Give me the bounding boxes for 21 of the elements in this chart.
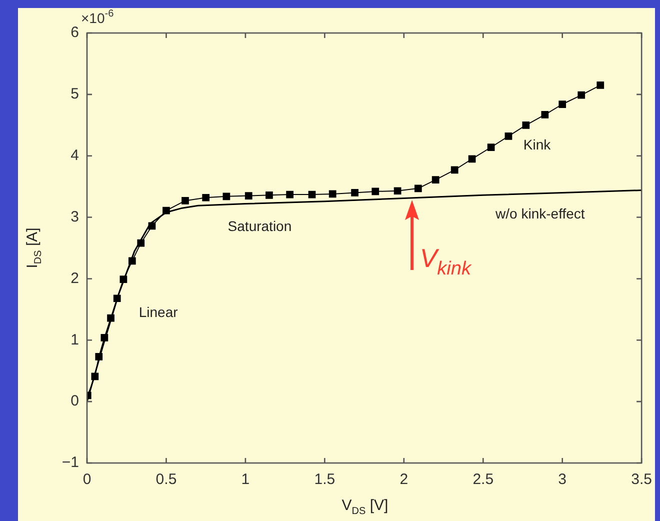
y-tick-label: 5 [70, 86, 79, 103]
y-tick-label: 2 [70, 270, 79, 287]
x-tick-label: 2.5 [472, 471, 494, 488]
y-tick-label: 4 [70, 147, 79, 164]
x-tick-label: 3.5 [631, 471, 652, 488]
x-tick-label: 3 [558, 471, 567, 488]
x-tick-label: 1 [241, 471, 250, 488]
y-tick-label: 0 [70, 392, 79, 410]
x-tick-label: 2 [400, 471, 408, 488]
annotation: w/o kink-effect [494, 206, 585, 222]
y-tick-label: 1 [70, 331, 79, 348]
x-tick-label: 0 [82, 471, 92, 488]
x-tick-label: 1.5 [314, 471, 336, 488]
y-tick-label: 6 [70, 24, 79, 42]
annotation: Kink [523, 136, 552, 153]
annotation: Saturation [228, 218, 292, 234]
y-tick-label: 3 [70, 208, 79, 226]
y-tick-label: −1 [62, 454, 79, 472]
annotation: Linear [138, 304, 178, 320]
x-axis-title: V$_{DS}$ [V] [342, 497, 388, 517]
x-tick-label: 0.5 [156, 471, 177, 488]
